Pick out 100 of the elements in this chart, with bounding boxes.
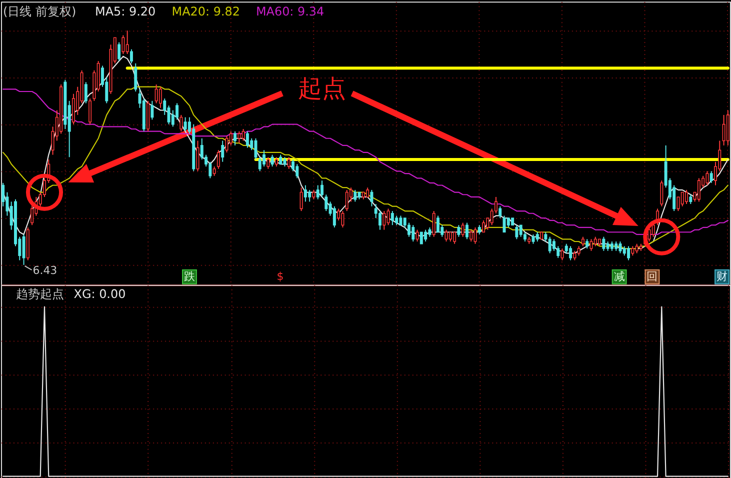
candlestick [685,189,688,204]
candlestick [88,98,92,125]
candlestick [428,226,432,238]
candlestick [635,243,638,254]
candlestick [212,166,216,176]
candlestick [532,234,535,244]
candlestick [312,189,316,200]
candlestick [660,180,664,207]
candlestick [390,210,394,226]
candlestick [676,196,680,212]
candlestick [573,250,576,261]
candlestick [386,208,390,226]
candlestick [416,229,419,242]
candlestick [594,236,597,247]
candlestick [680,192,684,207]
candlestick [378,210,382,230]
candlestick [304,184,307,202]
text: XG: 0.00 [74,286,126,301]
candlestick [502,215,506,233]
candlestick [238,130,241,144]
candlestick [444,229,448,242]
candlestick [324,194,328,212]
candlestick [448,232,452,242]
text: MA60: 9.34 [256,4,324,19]
chart-title: 趋势起点 [16,286,64,301]
chart-title: (日线 前复权) [2,4,76,19]
candlestick [474,226,477,244]
candlestick [461,222,464,238]
text: 财 [716,270,728,283]
candlestick [618,240,622,254]
candlestick [354,189,357,202]
candlestick [536,232,539,242]
candlestick [341,210,344,228]
candlestick [590,238,593,252]
candlestick [130,48,133,64]
candlestick [689,194,692,204]
candlestick [627,246,630,261]
text: 跌 [184,270,195,283]
candlestick [134,62,138,92]
candlestick [602,236,606,252]
candlestick [258,156,262,172]
candlestick [706,170,709,186]
candlestick [246,130,249,148]
candlestick [424,229,428,242]
text: MA5: 9.20 [95,4,156,19]
candlestick [457,224,460,238]
candlestick [154,84,158,104]
candlestick [482,220,486,233]
candlestick [453,232,456,244]
text: $ [276,270,284,283]
candlestick [320,180,324,198]
candlestick [577,246,580,256]
candlestick [216,150,220,170]
candlestick [150,100,154,120]
candlestick [606,240,610,252]
candlestick [610,240,614,252]
candlestick [465,222,468,240]
candlestick [631,246,634,256]
candlestick [436,215,440,233]
candlestick [569,246,572,261]
text: MA20: 9.82 [172,4,240,19]
candlestick [242,128,245,142]
candlestick [432,210,436,238]
candlestick [270,154,274,167]
candlestick [332,206,336,228]
candlestick [548,236,552,254]
candlestick [176,102,179,120]
candlestick [30,204,34,226]
candlestick [519,224,522,238]
candlestick [180,114,183,132]
candlestick [254,138,258,160]
candlestick [266,156,270,170]
candlestick [316,184,320,200]
candlestick [262,150,266,167]
candlestick [370,189,374,207]
candlestick [366,187,370,198]
candlestick [697,178,700,202]
candlestick [122,34,125,55]
candlestick [710,170,713,184]
candlestick [287,156,290,170]
candlestick [581,236,584,247]
candlestick [221,140,224,162]
candlestick [614,240,618,252]
text: 减 [614,270,625,283]
candlestick [296,164,299,179]
candlestick [158,86,162,108]
candlestick [586,238,589,250]
candlestick [22,234,26,266]
candlestick [234,130,237,146]
candlestick [225,136,228,153]
candlestick [345,189,348,212]
candlestick [412,224,415,242]
candlestick [126,30,129,55]
candlestick [308,189,312,202]
candlestick [478,224,481,235]
annotation: 起点 [298,74,346,102]
candlestick [283,156,286,167]
candlestick [515,224,518,240]
candlestick [274,156,278,167]
candlestick [72,93,75,125]
